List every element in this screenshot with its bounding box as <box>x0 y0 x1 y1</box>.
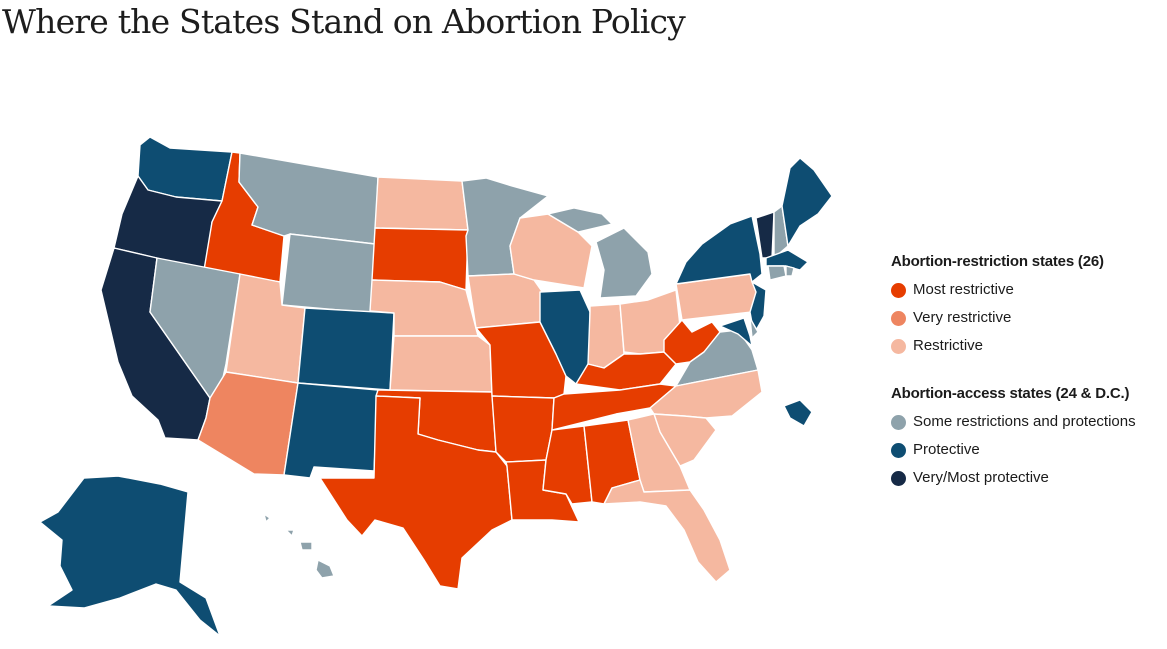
state-colorado[interactable] <box>297 307 395 391</box>
state-dc[interactable] <box>783 399 813 427</box>
state-connecticut[interactable] <box>767 265 787 281</box>
state-maine[interactable] <box>781 157 833 247</box>
state-florida[interactable] <box>603 479 731 583</box>
legend-label: Most restrictive <box>913 281 1014 298</box>
swatch-very-restrictive <box>891 310 906 326</box>
legend: Abortion-restriction states (26) Most re… <box>891 252 1163 516</box>
state-rhode-island[interactable] <box>785 265 795 277</box>
legend-label: Restrictive <box>913 337 984 354</box>
legend-access-heading: Abortion-access states (24 & D.C.) <box>891 385 1130 402</box>
legend-label: Very/Most protective <box>913 469 1049 486</box>
state-arkansas[interactable] <box>491 395 555 463</box>
state-maryland[interactable] <box>719 317 753 347</box>
state-texas[interactable] <box>319 395 513 590</box>
state-alaska[interactable] <box>39 475 221 637</box>
legend-restriction-group: Abortion-restriction states (26) Most re… <box>891 252 1163 360</box>
us-map <box>39 136 833 637</box>
state-north-dakota[interactable] <box>374 176 469 231</box>
legend-item-some-restrictions: Some restrictions and protections <box>891 408 1163 436</box>
legend-label: Protective <box>913 441 980 458</box>
legend-item-most-restrictive: Most restrictive <box>891 276 1163 304</box>
state-wyoming[interactable] <box>281 233 376 314</box>
page-title: Where the States Stand on Abortion Polic… <box>2 2 686 41</box>
state-new-mexico[interactable] <box>283 382 379 479</box>
legend-label: Very restrictive <box>913 309 1012 326</box>
legend-item-restrictive: Restrictive <box>891 332 1163 360</box>
state-massachusetts[interactable] <box>765 249 809 271</box>
state-new-york[interactable] <box>675 215 763 285</box>
state-hawaii[interactable] <box>263 513 335 579</box>
state-iowa[interactable] <box>467 273 549 329</box>
legend-restriction-heading: Abortion-restriction states (26) <box>891 253 1104 270</box>
state-virginia[interactable] <box>675 329 759 387</box>
swatch-restrictive <box>891 338 906 354</box>
swatch-most-restrictive <box>891 282 906 298</box>
state-michigan[interactable] <box>547 207 653 299</box>
swatch-protective <box>891 442 906 458</box>
state-kansas[interactable] <box>389 335 493 393</box>
us-map-svg <box>39 136 833 637</box>
legend-access-group: Abortion-access states (24 & D.C.) Some … <box>891 384 1163 492</box>
legend-label: Some restrictions and protections <box>913 413 1136 430</box>
state-wisconsin[interactable] <box>509 213 593 289</box>
legend-item-very-most-protective: Very/Most protective <box>891 464 1163 492</box>
legend-item-protective: Protective <box>891 436 1163 464</box>
swatch-very-most-protective <box>891 470 906 486</box>
state-delaware[interactable] <box>749 317 759 339</box>
legend-item-very-restrictive: Very restrictive <box>891 304 1163 332</box>
swatch-some-restrictions <box>891 414 906 430</box>
